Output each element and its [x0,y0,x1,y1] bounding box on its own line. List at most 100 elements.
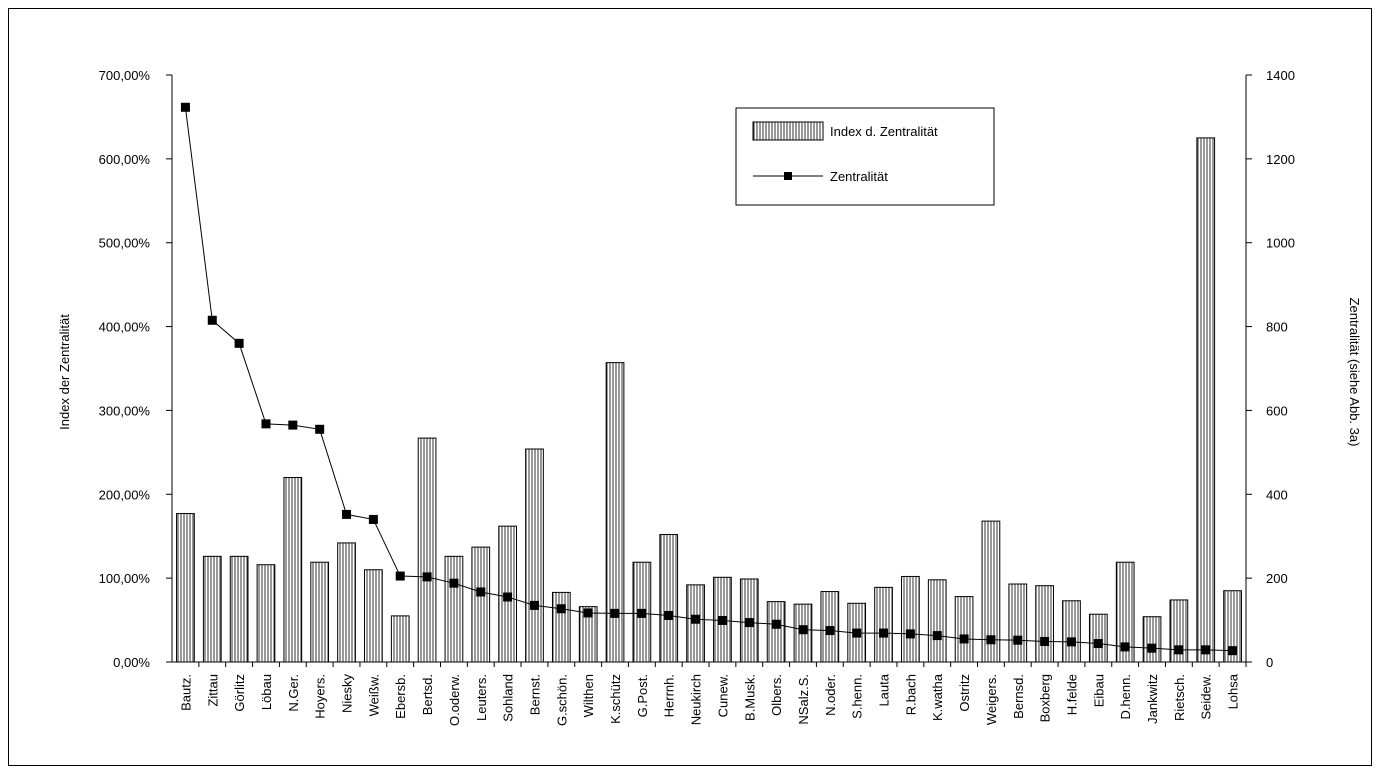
x-tick-label: B.Musk. [742,674,757,721]
line-point [1040,636,1050,646]
y2-tick-label: 400 [1266,487,1288,502]
legend-bar-swatch [752,121,824,141]
x-tick-label: Weißw. [366,674,381,716]
x-tick-label: Görlitz [232,674,247,712]
x-tick-label: Zittau [205,674,220,707]
bar [525,448,544,663]
x-tick-label: Bertsd. [420,674,435,715]
x-tick-label: NSalz.S. [796,674,811,725]
x-tick-label: Bautz. [178,674,193,711]
line-point [261,419,271,429]
bar [444,555,464,663]
line-series [180,102,1238,656]
x-tick-label: Löbau [259,674,274,710]
line-point [503,592,513,602]
y2-tick-label: 1200 [1266,152,1295,167]
zentralitaet-line [184,107,1233,652]
line-point [1013,635,1023,645]
x-tick-label: Lohsa [1226,673,1241,709]
line-point [932,631,942,641]
y-tick-label: 700,00% [99,68,151,83]
bar [659,534,679,663]
bar [337,542,356,663]
line-point [1093,639,1103,649]
x-tick-label: G.Post. [635,674,650,717]
x-tick-label: K.watha [930,673,945,721]
x-tick-label: Ebersb. [393,674,408,719]
bar [256,564,276,663]
bar [1008,583,1028,663]
bar [766,601,786,663]
bar [417,437,437,663]
line-point [798,625,808,635]
x-tick-label: Weigers. [984,674,999,725]
line-point [1066,637,1076,647]
line-point [637,608,647,618]
bar [1196,137,1216,663]
bar [1088,613,1108,663]
bar [471,546,491,663]
x-tick-label: Herrnh. [662,674,677,717]
y2-tick-label: 600 [1266,403,1288,418]
line-point [691,614,701,624]
bar [927,579,947,663]
bar [954,596,974,663]
x-tick-label: Wilthen [581,674,596,717]
line-point [583,608,593,618]
y-tick-label: 600,00% [99,152,151,167]
line-point [1228,646,1238,656]
x-tick-label: O.oderw. [447,674,462,726]
x-tick-label: Lauta [877,673,892,706]
line-point [288,420,298,430]
bar [176,513,195,663]
line-point [959,634,969,644]
y-tick-label: 100,00% [99,571,151,586]
x-tick-label: Cunew. [715,674,730,717]
bar [1062,600,1081,663]
line-point [852,628,862,638]
line-point [1174,645,1184,655]
line-point [449,578,459,588]
x-tick-label: H.felde [1064,674,1079,715]
line-point [556,604,566,614]
line-point [422,572,432,582]
x-tick-label: K.schütz [608,674,623,724]
x-tick-label: N.oder. [823,674,838,716]
line-point [234,338,244,348]
x-tick-label: Neukirch [689,674,704,725]
bar [310,561,330,663]
x-tick-label: Bernst. [527,674,542,715]
y2-tick-label: 0 [1266,655,1273,670]
x-tick-label: Sohland [501,674,516,722]
y-tick-label: 500,00% [99,236,151,251]
line-point [529,600,539,610]
y2-tick-label: 800 [1266,320,1288,335]
line-point [207,315,217,325]
bar [202,555,222,663]
y2-tick-label: 200 [1266,571,1288,586]
legend: Index d. Zentralität Zentralität [735,107,995,206]
bar [1035,585,1054,663]
line-point [905,629,915,639]
legend-line-marker [784,172,792,180]
x-tick-label: Bernsd. [1011,674,1026,719]
legend-bar-label: Index d. Zentralität [830,124,938,139]
line-point [717,615,727,625]
bar [390,615,410,663]
chart: 0,00% 100,00% 200,00% 300,00% 400,00% 500,00%… [57,68,1362,726]
y-tick-label: 200,00% [99,487,151,502]
x-tick-label: R.bach [903,674,918,715]
x-tick-label: Seidew. [1199,674,1214,720]
y-tick-label: 0,00% [113,655,150,670]
bar [1142,616,1162,663]
line-point [986,635,996,645]
x-tick-label: Rietsch. [1172,674,1187,721]
x-tick-label: Ostritz [957,674,972,712]
bar [551,591,571,663]
y2-tick-label: 1400 [1266,68,1295,83]
x-tick-label: N.Ger. [286,674,301,712]
line-point [342,509,352,519]
line-point [610,608,620,618]
line-point [476,587,486,597]
x-tick-label: Boxberg [1038,674,1053,722]
